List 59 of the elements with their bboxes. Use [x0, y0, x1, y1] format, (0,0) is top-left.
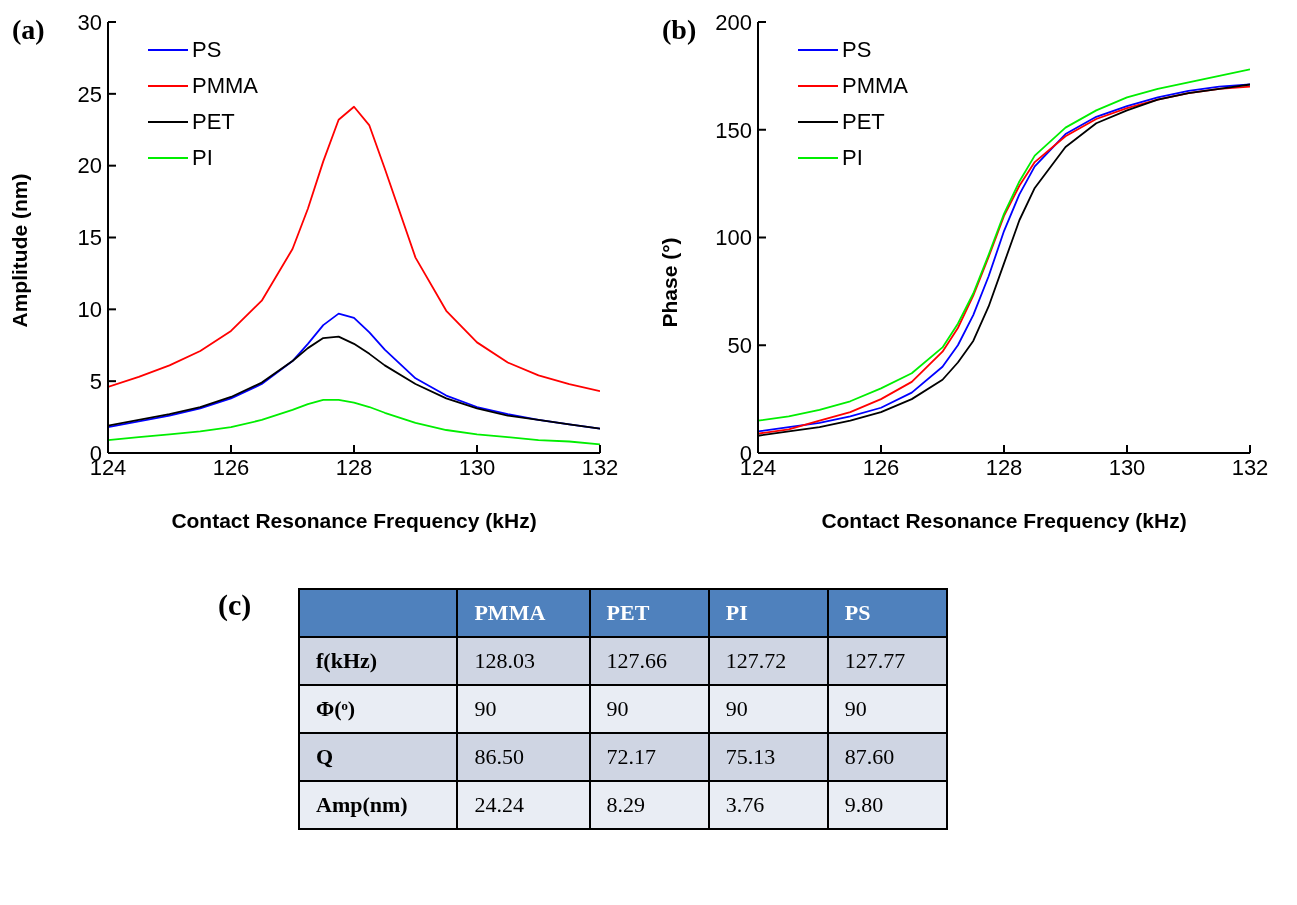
category-label: PS — [827, 589, 947, 637]
text: 86.50 — [474, 744, 524, 769]
y-tick-label: 20 — [77, 153, 102, 179]
legend-label: PET — [192, 108, 235, 136]
text: 75.13 — [725, 744, 776, 769]
x-tick-label: 126 — [862, 454, 900, 480]
legend-label: PI — [842, 144, 863, 172]
category-label: f(kHz) — [316, 648, 378, 673]
legend-label: PMMA — [842, 72, 908, 100]
text: 72.17 — [606, 744, 657, 769]
line-series — [108, 105, 600, 393]
x-tick-label: 126 — [212, 454, 250, 480]
x-tick-label: 128 — [985, 454, 1023, 480]
y-tick-label: 30 — [77, 9, 102, 35]
y-axis-title: Amplitude (nm) — [8, 173, 32, 328]
x-tick-label: 128 — [335, 454, 373, 480]
y-tick-label: 150 — [715, 117, 752, 143]
chart-title: (b) — [662, 14, 697, 46]
x-tick-label: 132 — [581, 454, 619, 480]
category-label: PET — [589, 589, 709, 637]
chart-title: (a) — [12, 14, 45, 46]
text: 87.60 — [844, 744, 895, 769]
legend-label: PMMA — [192, 72, 258, 100]
category-label: Φ(ᵒ) — [316, 696, 356, 721]
text: 128.03 — [474, 648, 535, 673]
x-tick-label: 130 — [458, 454, 496, 480]
category-label: Amp(nm) — [316, 792, 408, 817]
x-tick-label: 130 — [1108, 454, 1146, 480]
legend-label: PET — [842, 108, 885, 136]
y-tick-label: 5 — [89, 368, 102, 394]
y-tick-label: 50 — [727, 333, 752, 359]
y-tick-label: 100 — [715, 225, 752, 251]
line-series — [108, 398, 600, 446]
x-tick-label: 132 — [1231, 454, 1269, 480]
y-tick-label: 200 — [715, 9, 752, 35]
x-axis-title: Contact Resonance Frequency (kHz) — [821, 509, 1187, 532]
text: 24.24 — [474, 792, 524, 817]
y-tick-label: 15 — [77, 225, 102, 251]
legend-label: PS — [842, 36, 872, 64]
category-label: PI — [708, 589, 828, 637]
text: (c) — [218, 588, 252, 622]
text: 90 — [606, 696, 629, 721]
text: 90 — [844, 696, 867, 721]
y-tick-label: 10 — [77, 297, 102, 323]
text: 127.72 — [725, 648, 787, 673]
text: 90 — [725, 696, 748, 721]
text: 3.76 — [725, 792, 765, 817]
text: 90 — [474, 696, 497, 721]
x-axis-title: Contact Resonance Frequency (kHz) — [171, 509, 537, 532]
category-label: PMMA — [457, 589, 590, 637]
text: 8.29 — [606, 792, 646, 817]
y-axis-title: Phase (°) — [658, 237, 682, 328]
legend-label: PS — [192, 36, 222, 64]
y-tick-label: 25 — [77, 81, 102, 107]
category-label: Q — [316, 744, 334, 769]
text: 9.80 — [844, 792, 884, 817]
legend-label: PI — [192, 144, 213, 172]
text: 127.77 — [844, 648, 906, 673]
text: 127.66 — [606, 648, 668, 673]
